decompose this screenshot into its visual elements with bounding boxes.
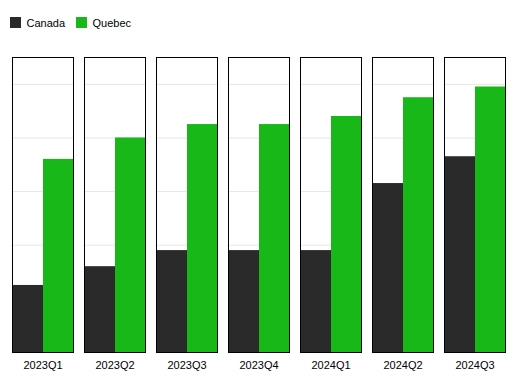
html-text:Canada: Canada	[26, 16, 65, 29]
svg-text:2024Q2: 2024Q2	[383, 359, 422, 371]
svg-text:2024Q1: 2024Q1	[311, 359, 350, 371]
svg-text:2024Q3: 2024Q3	[455, 359, 494, 371]
html-text:Quebec: Quebec	[92, 16, 132, 29]
svg-text:2023Q2: 2023Q2	[95, 359, 134, 371]
svg-text:2023Q4: 2023Q4	[239, 359, 278, 371]
svg-text:2023Q1: 2023Q1	[23, 359, 62, 371]
svg-text:2023Q3: 2023Q3	[167, 359, 206, 371]
